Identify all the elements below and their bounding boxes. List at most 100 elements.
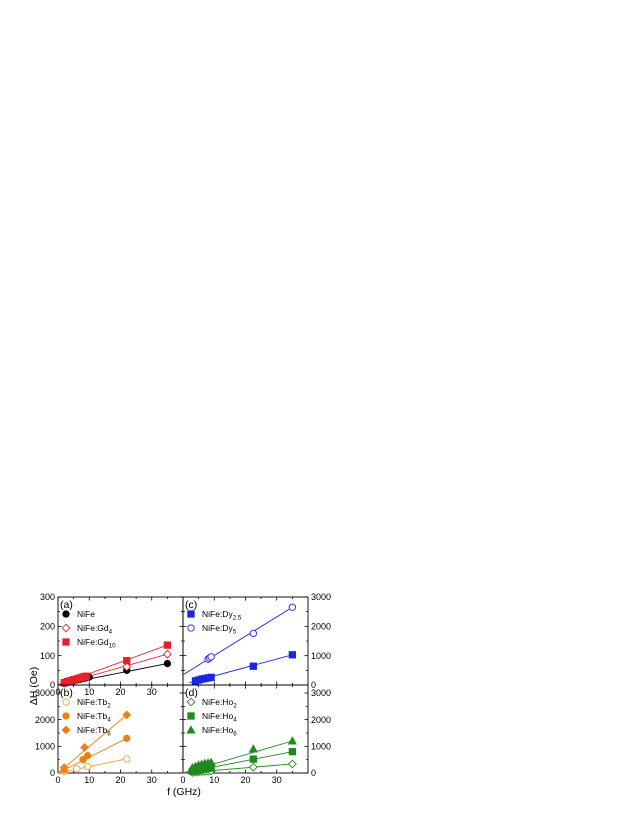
y-tick-label: 100 — [40, 651, 55, 661]
data-point — [249, 629, 257, 638]
data-point — [207, 653, 215, 661]
data-point — [248, 762, 258, 772]
panel-label: (a) — [60, 599, 73, 611]
y-tick-label: 1000 — [35, 742, 55, 752]
y-tick-label: 2000 — [35, 715, 55, 725]
y-tick-label: 0 — [50, 768, 55, 778]
data-point — [288, 748, 297, 756]
series-nife-ho6 — [182, 736, 297, 774]
data-point — [59, 763, 69, 773]
y-tick-label: 0 — [50, 680, 55, 690]
x-tick-label: 0 — [55, 775, 60, 785]
data-point — [123, 734, 131, 742]
data-point — [84, 752, 92, 760]
legend-label-subscript: 4 — [233, 717, 237, 724]
data-point — [249, 755, 257, 763]
data-point — [288, 651, 297, 659]
fit-line — [57, 714, 128, 774]
legend-label: NiFe:Gd4 — [77, 623, 113, 636]
legend-label: NiFe:Dy2.5 — [202, 609, 242, 622]
panel-d: 0 10 20 30 0 1000 2000 3000 NiFe:Ho2NiFe:Ho4NiFe… — [180, 684, 331, 785]
legend-marker — [61, 623, 71, 633]
x-tick-label: 30 — [147, 687, 157, 697]
legend-marker — [186, 725, 196, 734]
fit-line — [57, 758, 127, 774]
data-point — [207, 673, 215, 682]
legend-label: NiFe:Tb6 — [77, 725, 111, 738]
data-point — [162, 649, 172, 659]
y-tick-label: 3000 — [311, 592, 331, 602]
x-tick-label: 0 — [180, 775, 185, 785]
legend-marker — [62, 698, 70, 706]
data-point — [288, 603, 297, 611]
data-point — [79, 756, 87, 764]
data-point — [123, 657, 131, 665]
y-tick-label: 300 — [40, 592, 55, 602]
y-tick-label: 0 — [311, 768, 316, 778]
y-tick-label: 1000 — [311, 651, 331, 661]
legend-label: NiFe:Ho4 — [202, 711, 237, 724]
x-axis-label: f (GHz) — [167, 786, 201, 798]
panel-label: (b) — [60, 687, 73, 699]
data-point — [163, 659, 172, 668]
legend-marker — [187, 624, 195, 632]
legend-label: NiFe:Ho2 — [202, 697, 237, 710]
fit-line — [182, 606, 293, 676]
legend-label: NiFe:Tb4 — [77, 711, 111, 724]
legend-label-subscript: 2 — [233, 703, 237, 710]
data-point — [82, 672, 90, 680]
x-tick-label: 30 — [272, 775, 282, 785]
data-point — [287, 736, 297, 745]
x-tick-label: 20 — [240, 775, 250, 785]
data-point — [287, 759, 297, 769]
legend-label: NiFe:Dy5 — [202, 623, 237, 636]
data-point — [163, 641, 172, 649]
x-tick-label: 10 — [209, 775, 219, 785]
data-point — [249, 662, 257, 670]
legend-marker — [187, 712, 195, 720]
legend-label: NiFe:Tb2 — [77, 697, 111, 710]
legend-label-subscript: 10 — [109, 643, 116, 650]
series-nife-tb4 — [57, 734, 131, 774]
data-point — [122, 710, 132, 720]
series-nife-ho4 — [182, 748, 297, 776]
legend-label: NiFe — [77, 609, 95, 619]
y-tick-label: 2000 — [311, 715, 331, 725]
x-tick-label: 10 — [84, 775, 94, 785]
series-nife-tb2 — [57, 755, 131, 776]
x-tick-label: 30 — [147, 775, 157, 785]
legend-label-subscript: 6 — [233, 731, 237, 738]
fit-line — [57, 737, 127, 774]
y-tick-label: 3000 — [35, 688, 55, 698]
panel-label: (d) — [185, 687, 198, 699]
series-nife-dy2-5 — [189, 651, 297, 685]
data-point — [206, 757, 216, 766]
legend-label-subscript: 5 — [233, 629, 237, 636]
legend-label-subscript: 2 — [107, 703, 111, 710]
y-tick-label: 0 — [311, 680, 316, 690]
data-point — [84, 762, 92, 771]
legend-marker — [61, 725, 71, 735]
x-tick-label: 20 — [115, 687, 125, 697]
data-point — [123, 755, 131, 763]
panel-b: 0 10 20 300100020003000NiFe:Tb2NiFe:Tb4NiFe… — [35, 684, 184, 785]
data-point — [80, 742, 89, 752]
panel-label: (c) — [185, 599, 197, 611]
x-tick-label: 20 — [115, 775, 125, 785]
legend-marker — [187, 610, 195, 618]
legend-marker — [62, 638, 70, 646]
panel-a: 0 10 20 300100200300NiFeNiFe:Gd4NiFe:Gd10(a… — [40, 592, 184, 697]
data-point — [122, 662, 132, 672]
y-tick-label: 1000 — [311, 742, 331, 752]
y-axis-label: ΔH (Oe) — [28, 667, 40, 706]
data-point — [248, 744, 258, 753]
x-tick-label: 10 — [84, 687, 94, 697]
legend-marker — [62, 712, 70, 720]
y-tick-label: 3000 — [311, 688, 331, 698]
y-tick-label: 200 — [40, 622, 55, 632]
legend-label-subscript: 4 — [109, 629, 113, 636]
legend-label-subscript: 6 — [107, 731, 111, 738]
legend-label: NiFe:Ho6 — [202, 725, 237, 738]
